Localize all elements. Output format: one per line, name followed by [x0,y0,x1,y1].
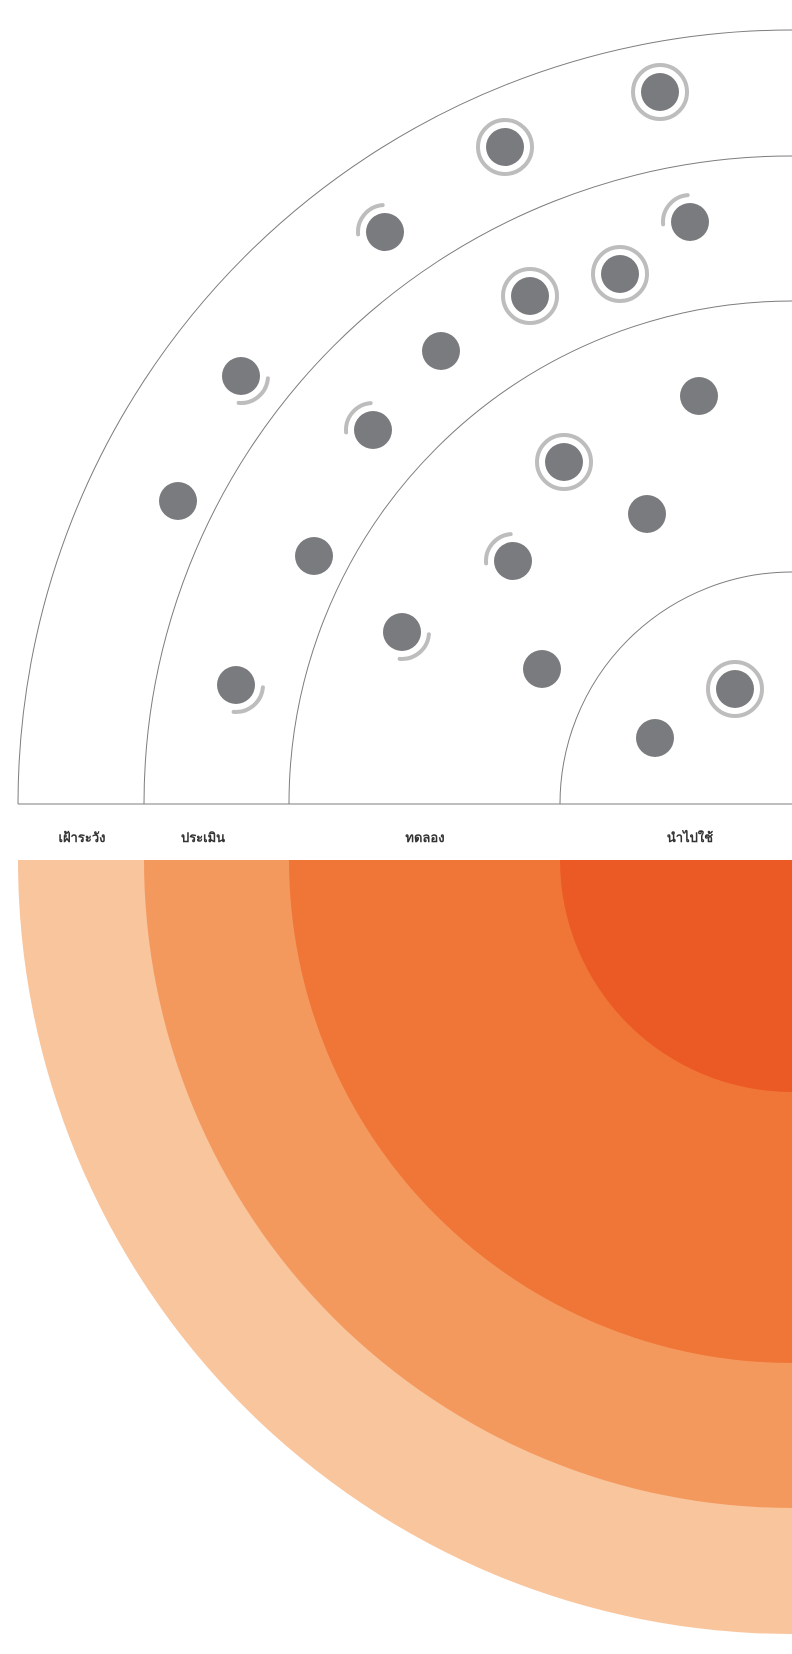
blip-dot [354,411,392,449]
blip-dot [628,495,666,533]
blip-adopt-new [706,660,764,718]
ring-label-adopt: นำไปใช้ [667,829,713,846]
blip-assess-moved-in [661,193,709,241]
blip-assess-new [501,267,559,325]
blip-dot [523,650,561,688]
blip-moved-arc [661,193,690,227]
arc-hold [17,29,792,805]
blip-hold-new [476,118,534,176]
blip-moved-arc [397,632,431,661]
blip-dot [494,542,532,580]
ring-labels: เฝ้าระวัง ประเมิน ทดลอง นำไปใช้ [59,829,714,846]
blip-dot [486,128,524,166]
blip-hold-moved-out [222,357,270,405]
blip-moved-arc [484,532,513,566]
blip-assess-moved-out [383,613,431,661]
ring-boundaries [17,29,792,805]
blip-dot [383,613,421,651]
blip-new-ring [501,267,559,325]
arc-assess [143,155,792,805]
arc-trial [288,300,792,805]
radar-blips [159,63,764,757]
blip-dot [641,73,679,111]
blip-dot [636,719,674,757]
blip-dot [222,357,260,395]
ring-label-trial: ทดลอง [405,831,444,846]
blip-dot [671,203,709,241]
blip-assess-no-change [295,537,333,575]
blip-new-ring [631,63,689,121]
blip-dot [217,666,255,704]
blip-hold-new [631,63,689,121]
blip-dot [422,332,460,370]
blip-hold-no-change [159,482,197,520]
ring-label-assess: ประเมิน [181,831,225,846]
blip-dot [295,537,333,575]
blip-dot [511,277,549,315]
blip-adopt-no-change [636,719,674,757]
blip-dot [159,482,197,520]
band-adopt [560,860,792,1092]
blip-new-ring [591,245,649,303]
blip-trial-no-change [523,650,561,688]
arc-adopt [559,571,792,805]
blip-moved-arc [236,376,270,405]
blip-trial-no-change [680,377,718,415]
ring-label-hold: เฝ้าระวัง [59,830,106,846]
blip-dot [680,377,718,415]
blip-trial-moved-in [484,532,532,580]
blip-assess-no-change [422,332,460,370]
blip-new-ring [706,660,764,718]
ring-color-bands [18,860,792,1634]
blip-dot [545,443,583,481]
blip-hold-moved-in [356,203,404,251]
blip-trial-new [535,433,593,491]
blip-moved-arc [344,401,373,435]
blip-dot [601,255,639,293]
blip-hold-moved-out [217,666,265,714]
blip-new-ring [535,433,593,491]
blip-dot [366,213,404,251]
blip-moved-arc [356,203,385,237]
blip-moved-arc [231,685,265,714]
blip-trial-no-change [628,495,666,533]
blip-assess-moved-in [344,401,392,449]
blip-assess-new [591,245,649,303]
blip-dot [716,670,754,708]
blip-new-ring [476,118,534,176]
